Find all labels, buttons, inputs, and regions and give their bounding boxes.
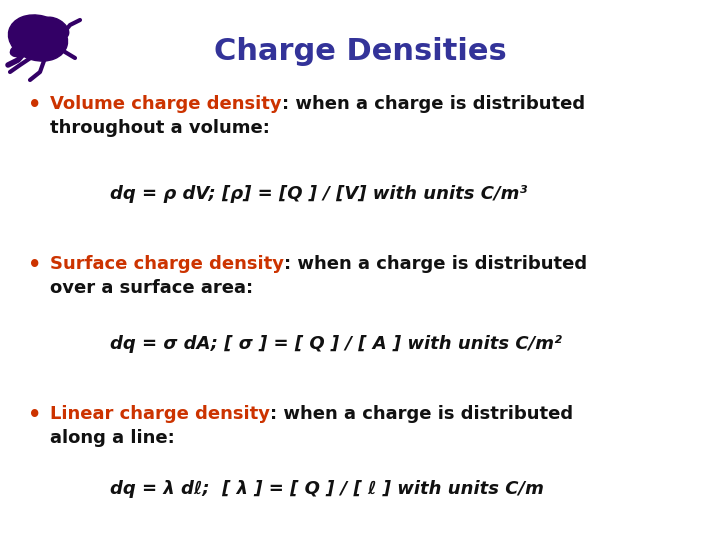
Text: Volume charge density: Volume charge density xyxy=(50,95,282,113)
Ellipse shape xyxy=(10,43,30,57)
Text: throughout a volume:: throughout a volume: xyxy=(50,119,270,137)
Text: Linear charge density: Linear charge density xyxy=(50,405,270,423)
Text: : when a charge is distributed: : when a charge is distributed xyxy=(270,405,573,423)
Text: Charge Densities: Charge Densities xyxy=(214,37,506,66)
Text: over a surface area:: over a surface area: xyxy=(50,279,253,297)
Text: : when a charge is distributed: : when a charge is distributed xyxy=(282,95,585,113)
Text: Surface charge density: Surface charge density xyxy=(50,255,284,273)
Text: •: • xyxy=(28,405,41,425)
Text: : when a charge is distributed: : when a charge is distributed xyxy=(284,255,587,273)
Ellipse shape xyxy=(9,15,68,61)
Text: dq = λ dℓ;  [ λ ] = [ Q ] / [ ℓ ] with units C/m: dq = λ dℓ; [ λ ] = [ Q ] / [ ℓ ] with un… xyxy=(110,480,544,498)
Text: dq = σ dA; [ σ ] = [ Q ] / [ A ] with units C/m²: dq = σ dA; [ σ ] = [ Q ] / [ A ] with un… xyxy=(110,335,562,353)
Text: dq = ρ dV; [ρ] = [Q ] / [V] with units C/m³: dq = ρ dV; [ρ] = [Q ] / [V] with units C… xyxy=(110,185,527,203)
Text: along a line:: along a line: xyxy=(50,429,175,447)
Ellipse shape xyxy=(41,17,68,39)
Text: •: • xyxy=(28,255,41,275)
Text: •: • xyxy=(28,95,41,115)
